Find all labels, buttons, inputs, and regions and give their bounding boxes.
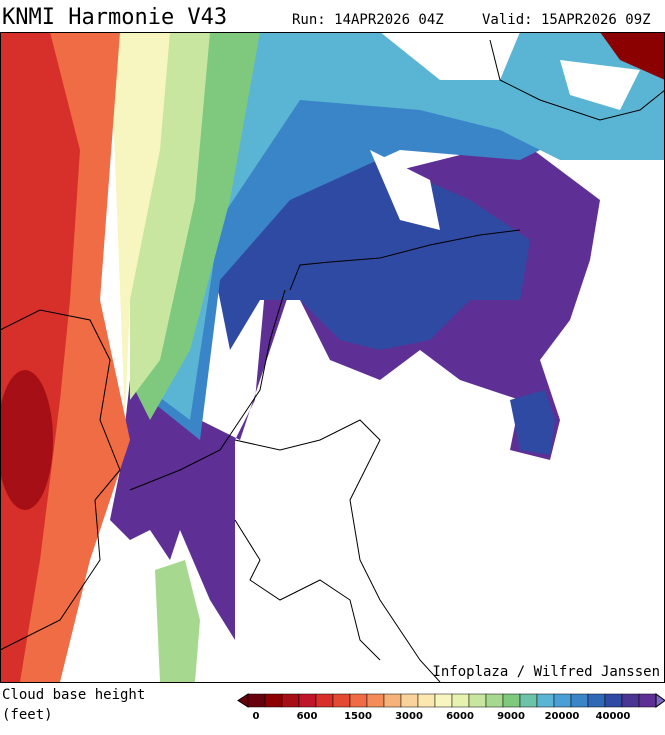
clear-area	[380, 32, 520, 80]
colorbar-segment	[621, 693, 640, 708]
colorbar-label: 40000	[596, 711, 631, 722]
colorbar-segment	[485, 693, 504, 708]
field-green-south	[155, 560, 200, 682]
colorbar-end	[655, 693, 665, 708]
field-light-blue	[150, 32, 665, 420]
colorbar-segment	[383, 693, 402, 708]
border	[234, 419, 441, 682]
colorbar-segment	[553, 693, 572, 708]
title: KNMI Harmonie V43	[2, 5, 227, 30]
field-dark-red	[0, 370, 53, 510]
valid-time: Valid: 15APR2026 09Z	[482, 12, 651, 28]
colorbar-segment	[570, 693, 589, 708]
colorbar-segment	[638, 693, 657, 708]
field-dark-blue	[210, 160, 530, 350]
coastline	[489, 39, 665, 121]
field-dark-red-ne	[600, 32, 665, 80]
colorbar-segment	[298, 693, 317, 708]
colorbar-label: 9000	[497, 711, 525, 722]
colorbar-segment	[349, 693, 368, 708]
field-red	[0, 32, 80, 682]
colorbar-segment	[400, 693, 419, 708]
colorbar-segment	[536, 693, 555, 708]
border	[234, 519, 381, 661]
legend-title: Cloud base height	[2, 687, 145, 703]
colorbar-label: 1500	[344, 711, 372, 722]
colorbar-segment	[417, 693, 436, 708]
colorbar-label: 20000	[545, 711, 580, 722]
colorbar-segment	[519, 693, 538, 708]
colorbar-segment	[604, 693, 623, 708]
clear-area	[560, 60, 640, 110]
colorbar-segment	[332, 693, 351, 708]
colorbar-segment	[281, 693, 300, 708]
colorbar-segment	[502, 693, 521, 708]
colorbar-label: 600	[297, 711, 318, 722]
field-yellow	[110, 32, 170, 420]
run-time: Run: 14APR2026 04Z	[292, 12, 444, 28]
colorbar-segment	[587, 693, 606, 708]
colorbar-segment	[434, 693, 453, 708]
colorbar-segment	[247, 693, 266, 708]
colorbar-segment	[366, 693, 385, 708]
coastline	[289, 229, 521, 291]
credit: Infoplaza / Wilfred Janssen	[432, 664, 660, 680]
coastline	[0, 309, 121, 651]
clear-area	[370, 150, 440, 230]
colorbar: 0 600 1500 3000 6000 9000 20000 40000	[237, 693, 665, 722]
colorbar-segment	[315, 693, 334, 708]
colorbar-segment	[468, 693, 487, 708]
colorbar-segment	[451, 693, 470, 708]
colorbar-label: 3000	[395, 711, 423, 722]
legend-unit: (feet)	[2, 707, 53, 723]
field-dark-blue	[510, 390, 555, 455]
colorbar-label: 0	[253, 711, 260, 722]
colorbar-label: 6000	[446, 711, 474, 722]
map: Infoplaza / Wilfred Janssen	[0, 32, 665, 683]
colorbar-segment	[264, 693, 283, 708]
coastline	[129, 289, 286, 491]
